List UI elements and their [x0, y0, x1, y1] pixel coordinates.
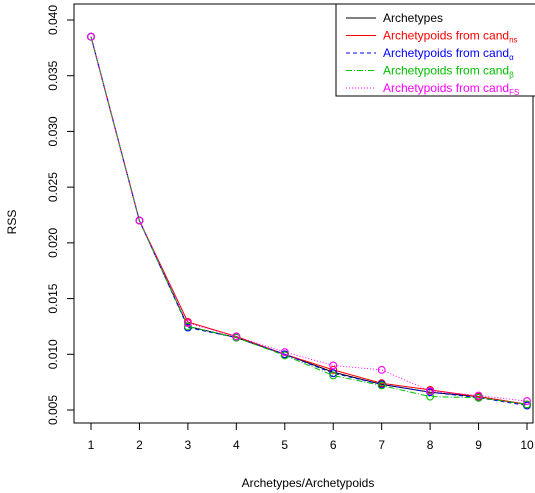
data-point — [329, 361, 338, 370]
data-point — [329, 369, 338, 378]
x-tick-label: 3 — [185, 438, 192, 452]
x-tick-label: 2 — [136, 438, 143, 452]
marker-layer — [87, 32, 531, 410]
legend-entry: Archetypoids from candFS — [383, 81, 519, 97]
data-point — [474, 393, 483, 402]
legend-entry: Archetypoids from candβ — [383, 64, 514, 80]
legend-entry: Archetypes — [383, 11, 443, 25]
data-point — [377, 365, 386, 374]
y-tick-label: 0.005 — [46, 395, 60, 425]
data-point — [135, 216, 144, 225]
data-point — [523, 397, 531, 406]
data-point — [280, 348, 289, 357]
y-tick-label: 0.030 — [46, 116, 60, 146]
data-point — [232, 332, 241, 341]
y-tick-label: 0.035 — [46, 60, 60, 90]
data-point — [87, 32, 95, 41]
y-axis: 0.005 0.010 0.015 0.020 0.025 0.030 0.035 0.040 — [46, 5, 75, 425]
series-line-2 — [90, 36, 528, 406]
y-axis-title: RSS — [5, 210, 19, 235]
data-point — [426, 392, 435, 401]
data-point — [183, 322, 192, 331]
series-layer — [90, 36, 528, 406]
legend-entry: Archetypoids from candα — [383, 46, 514, 62]
y-tick-label: 0.015 — [46, 283, 60, 313]
data-point — [474, 391, 483, 400]
y-tick-label: 0.025 — [46, 172, 60, 202]
data-point — [377, 381, 386, 390]
series-line-3 — [90, 36, 528, 405]
x-tick-label: 10 — [520, 438, 534, 452]
legend-box — [335, 3, 535, 97]
x-tick-label: 1 — [88, 438, 95, 452]
y-tick-label: 0.040 — [46, 5, 60, 35]
y-tick-label: 0.020 — [46, 228, 60, 258]
data-point — [329, 371, 338, 380]
x-tick-label: 4 — [233, 438, 240, 452]
series-line-4 — [90, 36, 528, 402]
y-tick-label: 0.010 — [46, 339, 60, 369]
data-point — [426, 387, 435, 396]
data-point — [183, 319, 192, 328]
data-point — [523, 400, 531, 409]
x-tick-label: 6 — [330, 438, 337, 452]
x-tick-label: 7 — [378, 438, 385, 452]
x-tick-label: 9 — [475, 438, 482, 452]
legend-entry: Archetypoids from candns — [383, 29, 518, 45]
x-tick-label: 8 — [427, 438, 434, 452]
x-axis: 1 2 3 4 5 6 7 8 9 10 — [88, 422, 534, 452]
x-axis-title: Archetypes/Archetypoids — [242, 476, 375, 490]
data-point — [280, 351, 289, 360]
x-tick-label: 5 — [281, 438, 288, 452]
data-point — [329, 365, 338, 374]
